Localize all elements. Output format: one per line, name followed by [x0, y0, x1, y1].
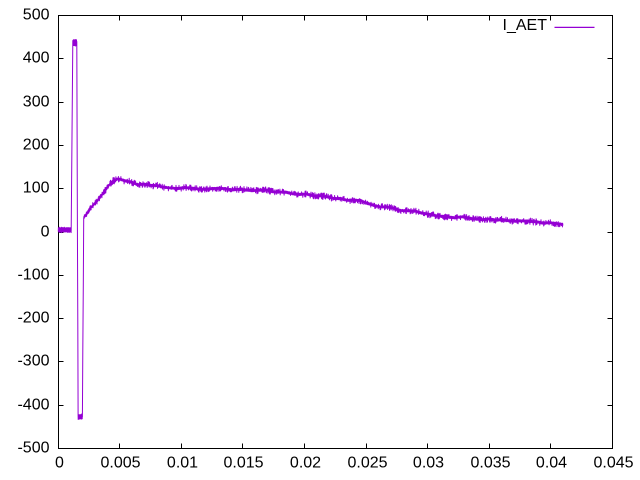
- svg-text:0.025: 0.025: [347, 455, 387, 472]
- svg-text:-300: -300: [17, 353, 49, 370]
- svg-text:100: 100: [23, 180, 50, 197]
- svg-text:I_AET: I_AET: [503, 17, 548, 34]
- svg-text:500: 500: [23, 7, 50, 24]
- svg-text:0.045: 0.045: [593, 455, 633, 472]
- svg-text:0: 0: [55, 455, 64, 472]
- svg-text:0: 0: [41, 224, 50, 241]
- svg-text:-100: -100: [17, 267, 49, 284]
- svg-text:0.035: 0.035: [470, 455, 510, 472]
- svg-text:-500: -500: [17, 440, 49, 457]
- svg-text:200: 200: [23, 137, 50, 154]
- svg-text:0.03: 0.03: [413, 455, 444, 472]
- svg-text:0.01: 0.01: [167, 455, 198, 472]
- svg-text:300: 300: [23, 94, 50, 111]
- svg-text:0.005: 0.005: [100, 455, 140, 472]
- svg-text:-400: -400: [17, 397, 49, 414]
- svg-text:400: 400: [23, 50, 50, 67]
- svg-text:0.015: 0.015: [223, 455, 263, 472]
- svg-text:0.04: 0.04: [536, 455, 567, 472]
- svg-text:-200: -200: [17, 310, 49, 327]
- svg-text:0.02: 0.02: [290, 455, 321, 472]
